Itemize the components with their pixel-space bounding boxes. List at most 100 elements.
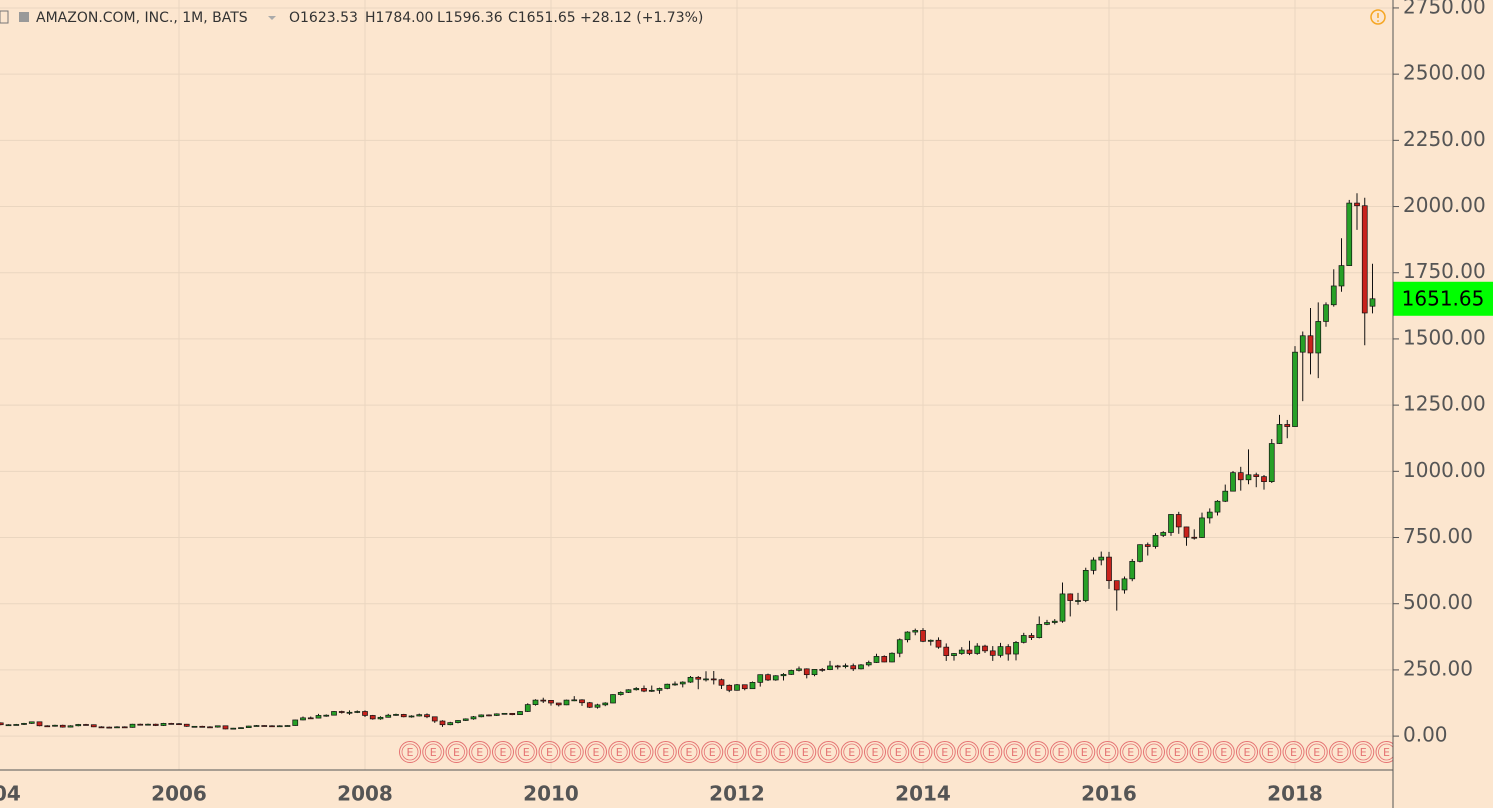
candle-body xyxy=(772,675,779,681)
earnings-marker-inner xyxy=(1075,743,1093,761)
earnings-marker-inner xyxy=(727,743,744,761)
candle-body xyxy=(873,656,880,663)
candle-body xyxy=(292,719,299,726)
candle-body xyxy=(137,723,144,726)
candle-body xyxy=(997,646,1004,656)
earnings-marker xyxy=(631,741,654,763)
candle-body xyxy=(331,711,337,716)
earnings-marker-inner xyxy=(1331,743,1349,761)
earnings-marker-inner xyxy=(843,743,861,761)
y-tick-label: 1500.00 xyxy=(1403,325,1486,349)
candle-body xyxy=(369,715,376,720)
candle-body xyxy=(517,711,523,716)
candle-body xyxy=(1044,622,1050,625)
earnings-marker-inner xyxy=(1308,743,1326,761)
candle-body xyxy=(1067,593,1074,601)
x-tick-label: 2016 xyxy=(1081,782,1137,806)
earnings-marker xyxy=(957,741,979,763)
earnings-marker-inner xyxy=(1378,743,1393,761)
earnings-marker-inner xyxy=(680,743,698,761)
earnings-marker xyxy=(1259,741,1282,763)
earnings-label: E xyxy=(755,746,762,759)
earnings-label: E xyxy=(848,746,855,759)
earnings-marker-inner xyxy=(1261,743,1279,761)
open-readout: O1623.53 xyxy=(289,10,358,26)
earnings-label: E xyxy=(965,746,972,759)
candle-body xyxy=(129,723,136,728)
candle-body xyxy=(486,714,492,717)
candle-body xyxy=(5,724,12,727)
x-tick-label: 2006 xyxy=(151,782,207,806)
earnings-label: E xyxy=(1011,746,1018,759)
candle-body xyxy=(393,714,399,716)
y-tick-label: 1250.00 xyxy=(1403,392,1486,416)
x-tick-label: 2018 xyxy=(1267,782,1323,806)
candle-body xyxy=(1268,443,1275,482)
earnings-marker xyxy=(515,741,538,763)
earnings-label: E xyxy=(1197,746,1204,759)
candle-body xyxy=(1106,556,1112,582)
candle-body xyxy=(121,726,128,729)
candle-body xyxy=(1369,298,1376,307)
candle-body xyxy=(21,723,27,725)
candle-body xyxy=(726,684,733,691)
candle-body xyxy=(1191,536,1198,539)
earnings-marker-inner xyxy=(424,743,442,761)
candle-body xyxy=(1129,560,1136,580)
warning-icon[interactable] xyxy=(1370,9,1386,25)
earnings-label: E xyxy=(1267,746,1274,759)
candle-body xyxy=(377,716,384,720)
candle-body xyxy=(966,649,973,654)
earnings-marker xyxy=(1003,741,1026,763)
candle-body xyxy=(447,722,454,726)
candle-body xyxy=(338,711,345,713)
earnings-marker-inner xyxy=(982,743,1000,761)
candle-body xyxy=(555,702,562,706)
candle-body xyxy=(548,700,554,704)
last-price-box xyxy=(1393,281,1493,316)
candle-body xyxy=(571,699,578,702)
candle-body xyxy=(912,630,919,633)
earnings-marker xyxy=(492,741,514,763)
earnings-marker xyxy=(840,741,863,763)
candle-body xyxy=(1253,474,1260,477)
candle-body xyxy=(1284,424,1291,427)
dropdown-icon[interactable] xyxy=(268,16,276,20)
earnings-marker xyxy=(1212,741,1235,763)
candle-body xyxy=(245,725,252,728)
x-tick-label: 2004 xyxy=(0,782,21,806)
earnings-marker-inner xyxy=(587,743,605,761)
candle-body xyxy=(834,665,841,668)
collapse-icon[interactable] xyxy=(0,10,9,24)
symbol-title[interactable]: AMAZON.COM, INC., 1M, BATS xyxy=(36,10,248,26)
candle-body xyxy=(672,683,678,686)
candle-body xyxy=(315,715,322,719)
earnings-marker-inner xyxy=(1192,743,1209,761)
y-tick-label: 2750.00 xyxy=(1403,0,1486,18)
candle-body xyxy=(261,725,268,727)
candle-body xyxy=(602,702,609,706)
candle-body xyxy=(1299,335,1306,353)
candle-body xyxy=(28,721,35,724)
earnings-label: E xyxy=(802,746,809,759)
earnings-label: E xyxy=(662,746,669,759)
candle-body xyxy=(1144,544,1151,547)
close-readout: C1651.65 xyxy=(508,10,576,26)
candle-body xyxy=(106,726,113,729)
earnings-marker-inner xyxy=(703,743,721,761)
earnings-marker xyxy=(1329,741,1351,763)
candle-body xyxy=(935,639,942,648)
earnings-marker-inner xyxy=(889,743,907,761)
candle-body xyxy=(1005,646,1012,655)
earnings-marker xyxy=(1236,741,1258,763)
candle-body xyxy=(563,699,570,706)
earnings-marker-inner xyxy=(773,743,791,761)
candle-body xyxy=(1214,500,1221,513)
low-readout: L1596.36 xyxy=(437,10,503,26)
earnings-label: E xyxy=(988,746,995,759)
candle-body xyxy=(648,689,655,692)
earnings-label: E xyxy=(941,746,948,759)
warning-icon-dot xyxy=(1377,20,1379,22)
candle-body xyxy=(1152,535,1159,547)
